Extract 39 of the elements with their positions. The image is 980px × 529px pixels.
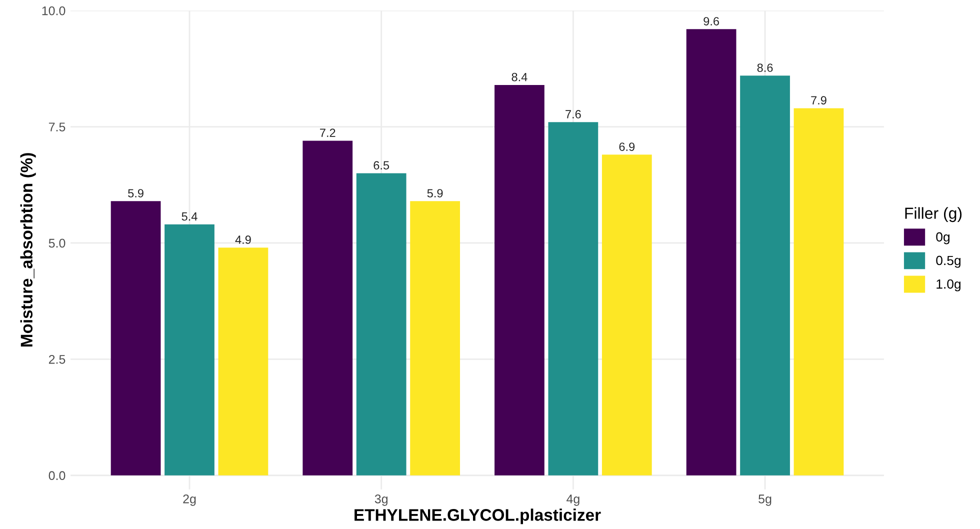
y-tick-label: 0.0 (48, 471, 66, 480)
data-label: 7.2 (320, 128, 336, 137)
y-tick-label: 10.0 (42, 6, 66, 16)
data-label: 8.4 (512, 72, 528, 82)
bar (686, 29, 736, 476)
x-tick-label: 5g (758, 494, 772, 506)
bar (494, 84, 544, 476)
bar (110, 201, 161, 476)
x-tick-label: 4g (566, 494, 580, 506)
data-label: 6.9 (619, 142, 635, 151)
x-tick-label: 3g (374, 494, 388, 506)
bar (740, 76, 790, 476)
y-tick-label: 7.5 (48, 122, 66, 132)
bar (218, 248, 268, 476)
data-label: 8.6 (757, 64, 773, 72)
data-label: 7.9 (811, 96, 826, 104)
legend-label: 0.5g (936, 256, 960, 268)
x-tick-label: 2g (183, 494, 196, 506)
data-label: 4.9 (235, 236, 251, 244)
data-label: 6.5 (374, 161, 390, 170)
y-tick-label: 2.5 (48, 354, 66, 364)
legend-label: 0g (936, 232, 950, 244)
bar (602, 154, 652, 476)
data-label: 5.9 (128, 189, 144, 198)
legend-title: Filler (g) (905, 207, 962, 222)
bar (794, 108, 844, 476)
data-label: 7.6 (566, 110, 581, 118)
data-label: 5.4 (182, 212, 198, 221)
bar (410, 201, 460, 476)
data-label: 5.9 (427, 189, 443, 198)
bar (302, 140, 353, 476)
y-axis-title: Moisture_absorbtion (%) (20, 153, 36, 347)
bar (164, 224, 214, 476)
bar (356, 173, 406, 476)
y-tick-label: 5.0 (48, 238, 66, 248)
x-axis-title: ETHYLENE.GLYCOL.plasticizer (354, 508, 601, 524)
data-label: 9.6 (704, 17, 719, 26)
legend-label: 1.0g (936, 279, 960, 292)
bar (548, 122, 598, 476)
